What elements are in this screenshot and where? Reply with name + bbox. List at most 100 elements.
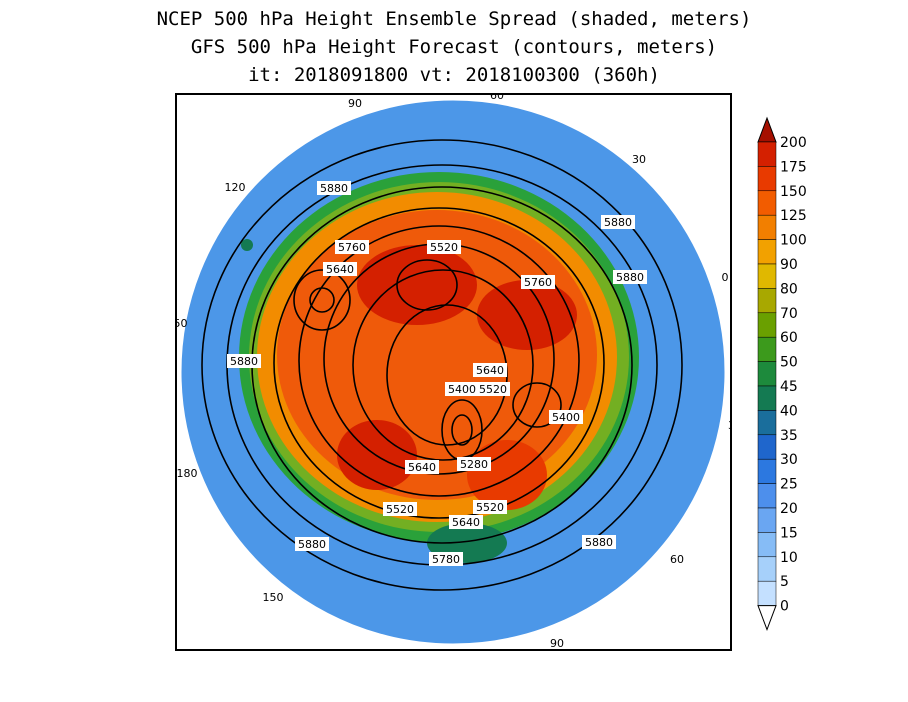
colorbar-tick-label: 125 xyxy=(780,208,807,224)
svg-text:5880: 5880 xyxy=(230,355,258,368)
colorbar-band xyxy=(757,239,777,265)
svg-text:5400: 5400 xyxy=(448,383,476,396)
svg-text:5280: 5280 xyxy=(460,458,488,471)
colorbar-bottom-arrow xyxy=(757,605,777,632)
contour-label: 5880 xyxy=(317,181,351,195)
colorbar-band xyxy=(757,141,777,167)
contour-label: 5400 xyxy=(549,410,583,424)
svg-text:5880: 5880 xyxy=(585,536,613,549)
colorbar-band xyxy=(757,166,777,192)
colorbar-swatches xyxy=(757,116,777,632)
longitude-label: 90 xyxy=(348,97,362,110)
svg-text:5640: 5640 xyxy=(408,461,436,474)
colorbar-tick-label: 150 xyxy=(780,184,807,200)
svg-text:5520: 5520 xyxy=(430,241,458,254)
longitude-label: 180 xyxy=(177,467,198,480)
longitude-label: 0 xyxy=(722,271,729,284)
colorbar-band xyxy=(757,190,777,216)
svg-text:5880: 5880 xyxy=(298,538,326,551)
contour-label: 5880 xyxy=(601,215,635,229)
colorbar-band xyxy=(757,263,777,289)
svg-text:5880: 5880 xyxy=(320,182,348,195)
colorbar-tick-label: 90 xyxy=(780,257,798,273)
title-line-3: it: 2018091800 vt: 2018100300 (360h) xyxy=(248,64,660,86)
colorbar-tick-label: 100 xyxy=(780,233,807,249)
colorbar-band xyxy=(757,385,777,411)
contour-label: 5400 xyxy=(445,382,479,396)
colorbar-tick-label: 25 xyxy=(780,477,798,493)
title-line-1: NCEP 500 hPa Height Ensemble Spread (sha… xyxy=(156,8,752,30)
contour-label: 5880 xyxy=(582,535,616,549)
contour-labels: 5880 5760 5520 5640 5760 5880 5880 5880 … xyxy=(227,181,647,566)
contour-label: 5640 xyxy=(473,363,507,377)
colorbar-tick-label: 70 xyxy=(780,306,798,322)
svg-text:5640: 5640 xyxy=(452,516,480,529)
contour-label: 5520 xyxy=(427,240,461,254)
longitude-label: 60 xyxy=(670,553,684,566)
longitude-label: 60 xyxy=(490,95,504,102)
longitude-label: 30 xyxy=(728,419,730,432)
colorbar-labels: 2001751501251009080706050454035302520151… xyxy=(780,135,807,615)
colorbar-band xyxy=(757,410,777,436)
map-frame: 60 30 0 30 60 90 120 150 180 150 120 90 … xyxy=(175,93,732,651)
colorbar-band xyxy=(757,214,777,240)
longitude-label: 90 xyxy=(550,637,564,649)
colorbar-band xyxy=(757,483,777,509)
colorbar-band xyxy=(757,507,777,533)
colorbar-top-arrow xyxy=(757,116,777,143)
longitude-label: 150 xyxy=(263,591,284,604)
svg-text:5880: 5880 xyxy=(616,271,644,284)
contour-label: 5640 xyxy=(405,460,439,474)
longitude-labels: 60 30 0 30 60 90 120 150 180 150 120 90 xyxy=(177,95,730,649)
colorbar: 2001751501251009080706050454035302520151… xyxy=(757,116,807,632)
colorbar-band xyxy=(757,556,777,582)
svg-text:5400: 5400 xyxy=(552,411,580,424)
colorbar-tick-label: 15 xyxy=(780,525,798,541)
colorbar-tick-label: 35 xyxy=(780,428,798,444)
contour-label: 5760 xyxy=(335,240,369,254)
svg-text:5520: 5520 xyxy=(386,503,414,516)
svg-text:5760: 5760 xyxy=(338,241,366,254)
polar-map: 60 30 0 30 60 90 120 150 180 150 120 90 … xyxy=(177,95,730,649)
colorbar-tick-label: 0 xyxy=(780,599,789,615)
colorbar-tick-label: 10 xyxy=(780,550,798,566)
map-boundary xyxy=(180,99,726,645)
colorbar-band xyxy=(757,580,777,606)
colorbar-tick-label: 40 xyxy=(780,403,798,419)
colorbar-band xyxy=(757,361,777,387)
longitude-label: 30 xyxy=(632,153,646,166)
colorbar-tick-label: 5 xyxy=(780,574,789,590)
svg-text:5760: 5760 xyxy=(524,276,552,289)
colorbar-band xyxy=(757,532,777,558)
svg-text:5640: 5640 xyxy=(476,364,504,377)
svg-text:5520: 5520 xyxy=(479,383,507,396)
colorbar-band xyxy=(757,458,777,484)
longitude-label: 120 xyxy=(225,181,246,194)
svg-text:5880: 5880 xyxy=(604,216,632,229)
contour-label: 5880 xyxy=(295,537,329,551)
colorbar-band xyxy=(757,312,777,338)
colorbar-tick-label: 60 xyxy=(780,330,798,346)
longitude-label: 150 xyxy=(177,317,188,330)
colorbar-band xyxy=(757,336,777,362)
contour-label: 5640 xyxy=(449,515,483,529)
contour-label: 5780 xyxy=(429,552,463,566)
svg-text:5520: 5520 xyxy=(476,501,504,514)
colorbar-band xyxy=(757,288,777,314)
colorbar-tick-label: 200 xyxy=(780,135,807,151)
title-line-2: GFS 500 hPa Height Forecast (contours, m… xyxy=(190,36,718,58)
contour-label: 5280 xyxy=(457,457,491,471)
contour-label: 5880 xyxy=(227,354,261,368)
contour-label: 5520 xyxy=(476,382,510,396)
colorbar-tick-label: 45 xyxy=(780,379,798,395)
colorbar-tick-label: 175 xyxy=(780,159,807,175)
contour-label: 5760 xyxy=(521,275,555,289)
colorbar-tick-label: 20 xyxy=(780,501,798,517)
contour-label: 5880 xyxy=(613,270,647,284)
svg-text:5640: 5640 xyxy=(326,263,354,276)
contour-label: 5520 xyxy=(383,502,417,516)
colorbar-tick-label: 50 xyxy=(780,355,798,371)
contour-label: 5520 xyxy=(473,500,507,514)
colorbar-tick-label: 30 xyxy=(780,452,798,468)
contour-label: 5640 xyxy=(323,262,357,276)
